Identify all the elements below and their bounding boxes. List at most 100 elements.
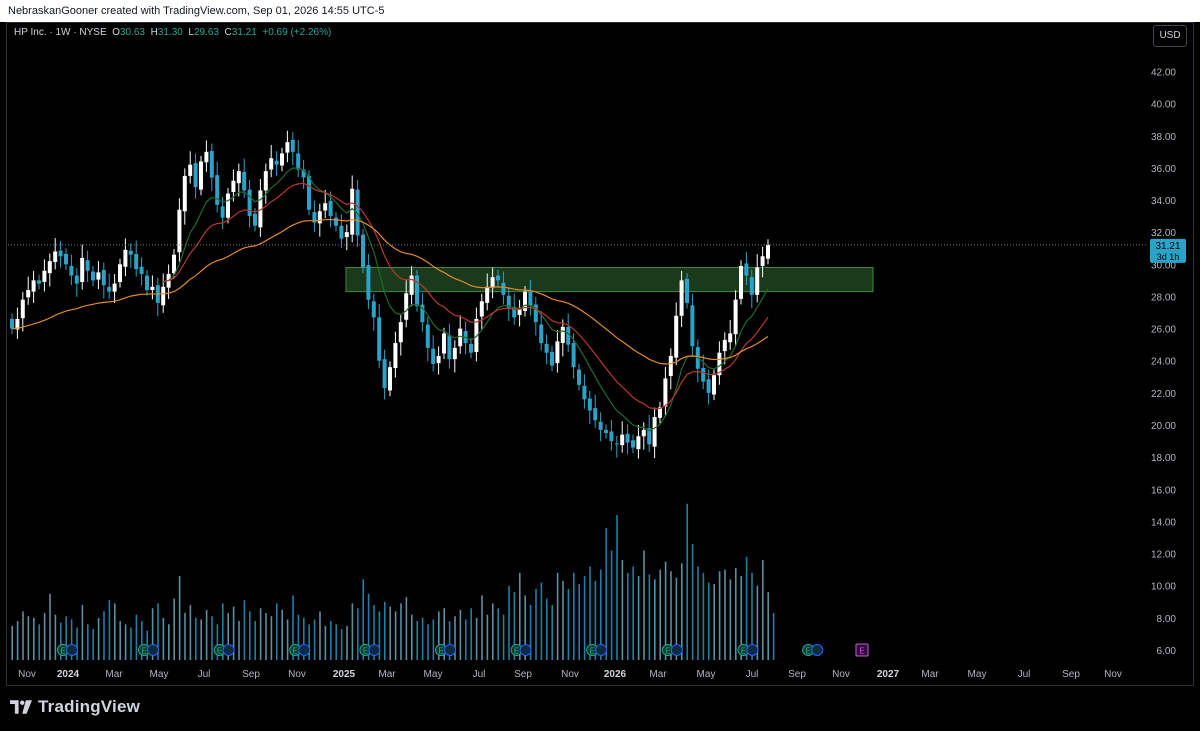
- volume-bar: [691, 543, 694, 660]
- candle-body: [766, 244, 770, 259]
- volume-bar: [135, 614, 138, 660]
- dividend-marker-icon: [519, 644, 532, 656]
- volume-bar: [724, 569, 726, 660]
- dividend-marker-icon: [66, 644, 78, 656]
- ema-fast-line: [163, 167, 769, 432]
- volume-bar: [114, 603, 116, 660]
- candle-body: [506, 295, 511, 308]
- volume-bar: [276, 603, 278, 660]
- price-badge-value: 31.21: [1155, 241, 1180, 252]
- volume-bar: [573, 572, 575, 660]
- x-tick-label: Nov: [288, 669, 306, 680]
- close-label: C: [224, 27, 232, 38]
- candle-body: [145, 275, 149, 291]
- candle-body: [496, 275, 500, 281]
- earnings-marker-letter: E: [590, 647, 595, 656]
- volume-bar: [319, 611, 321, 660]
- volume-bar: [60, 622, 62, 660]
- currency-button[interactable]: USD: [1153, 25, 1187, 47]
- earnings-marker-icon: E: [138, 644, 159, 656]
- volume-bar: [519, 572, 521, 660]
- volume-bar: [168, 624, 170, 660]
- volume-bar: [670, 571, 672, 660]
- x-tick-label: Nov: [832, 669, 850, 680]
- x-tick-label: May: [968, 669, 987, 680]
- volume-bar: [330, 621, 332, 660]
- volume-bar: [681, 563, 683, 660]
- y-tick-label: 22.00: [1151, 389, 1176, 400]
- candle-body: [128, 250, 133, 255]
- volume-bar: [227, 613, 229, 660]
- x-tick-label: Nov: [561, 669, 579, 680]
- volume-bar: [384, 601, 386, 660]
- candle-body: [577, 369, 581, 385]
- earnings-marker-letter: E: [438, 647, 443, 656]
- x-tick-label: 2024: [57, 669, 80, 680]
- volume-bar: [448, 621, 451, 660]
- y-tick-label: 28.00: [1151, 292, 1176, 303]
- candle-body: [53, 251, 58, 262]
- candle-body: [749, 277, 754, 295]
- volume-bar: [459, 609, 462, 660]
- volume-bar: [54, 614, 57, 660]
- earnings-marker-letter: E: [60, 647, 65, 656]
- candle-body: [512, 306, 517, 318]
- y-tick-label: 34.00: [1151, 196, 1176, 207]
- x-tick-label: Mar: [921, 669, 939, 680]
- volume-bar: [389, 606, 391, 660]
- volume-bar: [767, 592, 769, 660]
- x-tick-label: May: [697, 669, 716, 680]
- volume-bar: [546, 598, 548, 660]
- volume-bar: [43, 613, 46, 660]
- candle-body: [80, 257, 85, 282]
- volume-bar: [270, 616, 273, 660]
- x-tick-label: Nov: [18, 669, 36, 680]
- earnings-marker-icon: E: [737, 644, 759, 656]
- dividend-marker-icon: [298, 644, 311, 656]
- candle-body: [458, 328, 463, 347]
- candle-body: [744, 263, 749, 276]
- x-tick-label: Sep: [788, 669, 806, 680]
- tradingview-logo-icon: [10, 700, 32, 714]
- y-tick-label: 38.00: [1151, 132, 1176, 143]
- candle-body: [366, 265, 371, 300]
- candle-body: [442, 333, 446, 354]
- volume-bar: [637, 576, 640, 660]
- volume-bar: [11, 625, 13, 660]
- candle-body: [533, 304, 538, 323]
- volume-bar: [292, 595, 294, 660]
- volume-bar: [378, 611, 381, 660]
- candle-body: [209, 151, 214, 178]
- volume-bar: [259, 608, 262, 660]
- volume-bar: [751, 572, 753, 660]
- y-tick-label: 12.00: [1151, 550, 1176, 561]
- candle-body: [690, 305, 695, 347]
- candle-body: [172, 254, 176, 274]
- candle-body: [112, 283, 117, 292]
- ema-mid-line: [163, 182, 769, 410]
- candle-body: [296, 153, 301, 170]
- volume-bar: [108, 600, 111, 660]
- future-earnings-letter: E: [859, 647, 864, 656]
- x-tick-label: May: [424, 669, 443, 680]
- candle-body: [323, 203, 328, 211]
- candle-body: [20, 299, 25, 319]
- x-tick-label: Jul: [1018, 669, 1031, 680]
- volume-bar: [659, 569, 661, 660]
- candle-body: [620, 434, 625, 446]
- candle-body: [550, 351, 554, 366]
- volume-bar: [675, 577, 678, 660]
- dividend-marker-icon: [670, 644, 683, 656]
- volume-bar: [627, 572, 629, 660]
- volume-bar: [535, 588, 537, 660]
- dividend-marker-icon: [595, 644, 608, 656]
- x-tick-label: Mar: [378, 669, 396, 680]
- volume-bar: [340, 629, 343, 660]
- open-value: 30.63: [119, 27, 145, 38]
- volume-bar: [427, 624, 429, 660]
- volume-bar: [222, 603, 224, 660]
- candle-body: [674, 315, 679, 358]
- volume-bar: [475, 617, 478, 660]
- candle-body: [388, 367, 392, 391]
